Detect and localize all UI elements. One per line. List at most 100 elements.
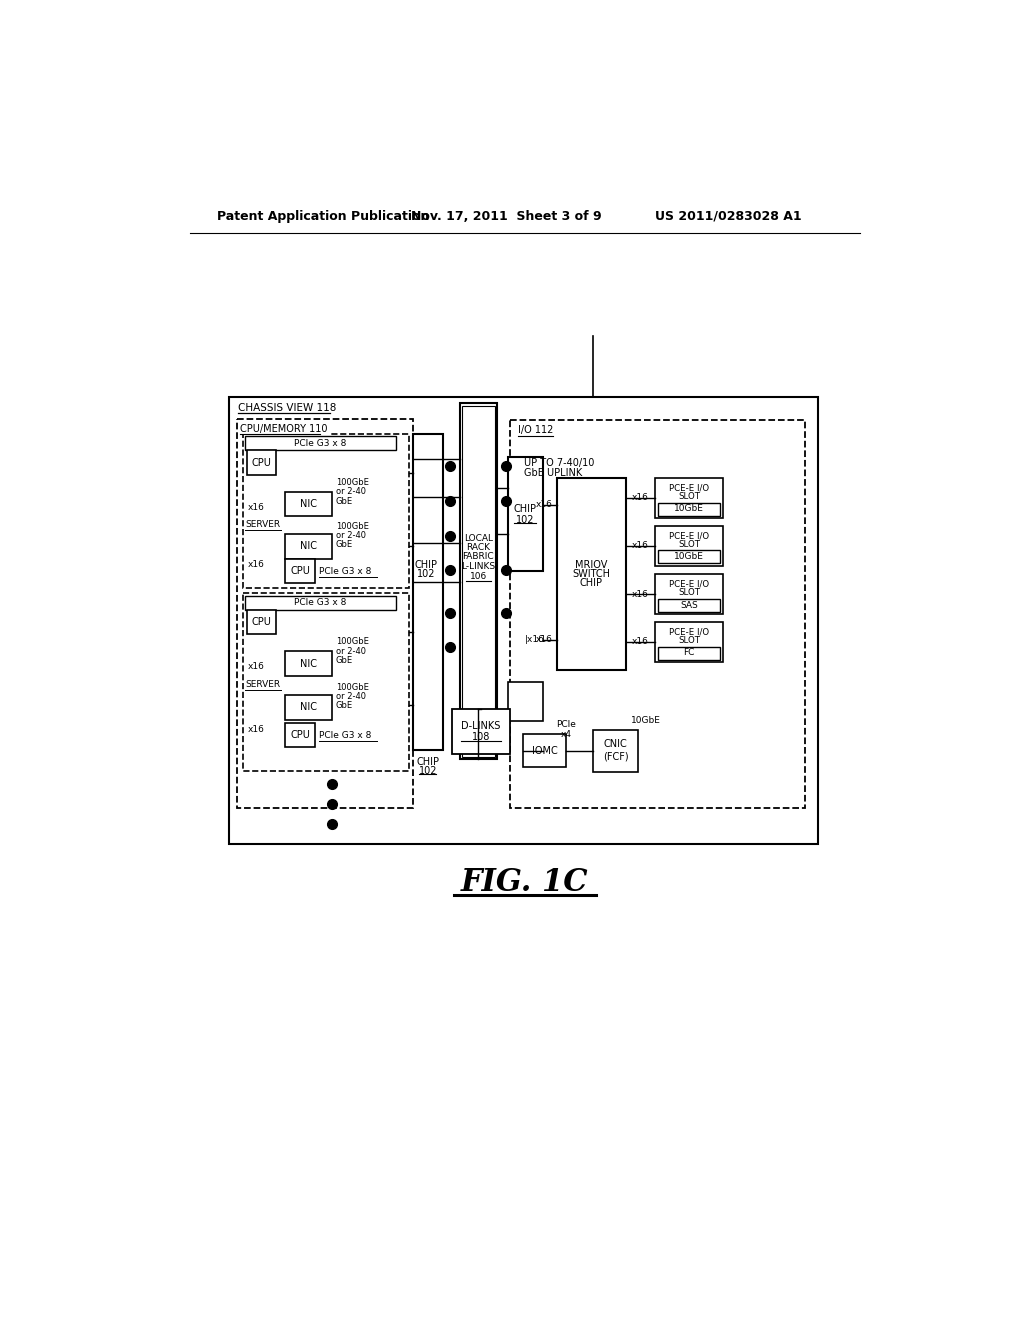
Text: 100GbE: 100GbE — [336, 521, 369, 531]
Text: PCIe: PCIe — [556, 719, 575, 729]
Text: SERVER: SERVER — [245, 520, 281, 529]
Bar — [228, 397, 818, 843]
Text: x16: x16 — [632, 494, 649, 503]
Text: SLOT: SLOT — [678, 589, 700, 597]
Bar — [593, 730, 638, 772]
Text: CPU/MEMORY 110: CPU/MEMORY 110 — [241, 424, 328, 434]
Text: PCE-E I/O: PCE-E I/O — [669, 627, 710, 636]
Bar — [286, 492, 332, 516]
Text: LOCAL: LOCAL — [464, 535, 493, 543]
Text: x16: x16 — [632, 541, 649, 550]
Text: PCIe G3 x 8: PCIe G3 x 8 — [294, 438, 346, 447]
Text: SWITCH: SWITCH — [572, 569, 610, 579]
Text: GbE: GbE — [336, 496, 353, 506]
Text: PCE-E I/O: PCE-E I/O — [669, 483, 710, 492]
Text: x4: x4 — [560, 730, 571, 739]
Text: or 2-40: or 2-40 — [336, 647, 366, 656]
Text: 106: 106 — [470, 573, 487, 581]
Bar — [237, 418, 414, 808]
Text: Nov. 17, 2011  Sheet 3 of 9: Nov. 17, 2011 Sheet 3 of 9 — [411, 210, 601, 223]
Text: GbE: GbE — [336, 540, 353, 549]
Text: CPU: CPU — [251, 616, 271, 627]
Text: CHASSIS VIEW 118: CHASSIS VIEW 118 — [238, 403, 337, 413]
Text: x16: x16 — [248, 725, 264, 734]
Bar — [460, 404, 497, 759]
Text: MRIOV: MRIOV — [575, 560, 607, 570]
Text: PCIe G3 x 8: PCIe G3 x 8 — [318, 566, 371, 576]
Text: x16: x16 — [632, 590, 649, 599]
Text: FIG. 1C: FIG. 1C — [461, 867, 589, 898]
Text: x16: x16 — [248, 663, 264, 671]
Text: CHIP: CHIP — [417, 758, 439, 767]
Text: 102: 102 — [516, 515, 535, 524]
Text: 10GbE: 10GbE — [674, 504, 705, 513]
Text: x16: x16 — [536, 635, 553, 644]
Bar — [658, 550, 720, 564]
Text: SERVER: SERVER — [245, 680, 281, 689]
Text: CPU: CPU — [251, 458, 271, 467]
Bar — [286, 651, 332, 676]
Text: GbE UPLINK: GbE UPLINK — [524, 469, 583, 478]
Bar — [286, 558, 314, 583]
Text: SLOT: SLOT — [678, 540, 700, 549]
Text: 10GbE: 10GbE — [631, 715, 660, 725]
Text: x16: x16 — [248, 561, 264, 569]
Text: 100GbE: 100GbE — [336, 478, 369, 487]
Bar — [655, 478, 723, 517]
Bar — [557, 478, 627, 671]
Text: 100GbE: 100GbE — [336, 638, 369, 647]
Bar — [245, 595, 396, 610]
Text: FABRIC: FABRIC — [463, 553, 495, 561]
Text: PCIe G3 x 8: PCIe G3 x 8 — [318, 731, 371, 739]
Text: x16: x16 — [632, 638, 649, 647]
Bar — [523, 734, 566, 767]
Text: x16: x16 — [248, 503, 264, 512]
Text: NIC: NIC — [300, 541, 317, 552]
Text: I/O 112: I/O 112 — [518, 425, 553, 436]
Bar — [655, 525, 723, 566]
Bar — [286, 723, 314, 747]
Text: PCE-E I/O: PCE-E I/O — [669, 579, 710, 589]
Text: CHIP: CHIP — [415, 560, 438, 570]
Text: SLOT: SLOT — [678, 492, 700, 500]
Text: PCIe G3 x 8: PCIe G3 x 8 — [294, 598, 346, 607]
Text: x16: x16 — [536, 500, 553, 510]
Text: IOMC: IOMC — [531, 746, 557, 755]
Text: 100GbE: 100GbE — [336, 682, 369, 692]
Text: US 2011/0283028 A1: US 2011/0283028 A1 — [655, 210, 802, 223]
Text: SLOT: SLOT — [678, 636, 700, 645]
Bar — [658, 599, 720, 612]
Bar — [655, 574, 723, 614]
Bar — [508, 682, 543, 721]
Text: RACK: RACK — [466, 544, 490, 552]
Bar — [508, 457, 543, 572]
Bar — [243, 594, 410, 771]
Bar — [414, 434, 442, 750]
Text: SAS: SAS — [680, 601, 698, 610]
Bar — [286, 696, 332, 719]
Text: D-LINKS: D-LINKS — [462, 721, 501, 731]
Text: NIC: NIC — [300, 702, 317, 713]
Bar — [462, 405, 495, 756]
Text: 102: 102 — [419, 767, 437, 776]
Text: CPU: CPU — [290, 566, 310, 576]
Text: PCE-E I/O: PCE-E I/O — [669, 531, 710, 540]
Text: CHIP: CHIP — [580, 578, 603, 589]
Text: or 2-40: or 2-40 — [336, 487, 366, 496]
Text: |x16: |x16 — [525, 635, 545, 644]
Text: GbE: GbE — [336, 656, 353, 665]
Bar — [247, 450, 276, 475]
Text: GbE: GbE — [336, 701, 353, 710]
Bar — [658, 647, 720, 660]
Text: (FCF): (FCF) — [603, 751, 629, 762]
Text: 10GbE: 10GbE — [674, 552, 705, 561]
Bar — [286, 535, 332, 558]
Text: CNIC: CNIC — [603, 739, 628, 748]
Text: NIC: NIC — [300, 659, 317, 668]
Text: FC: FC — [683, 648, 695, 657]
Text: L-LINKS: L-LINKS — [461, 562, 496, 570]
Bar — [243, 434, 410, 589]
Text: 102: 102 — [417, 569, 435, 579]
Bar — [245, 437, 396, 450]
Bar — [247, 610, 276, 635]
